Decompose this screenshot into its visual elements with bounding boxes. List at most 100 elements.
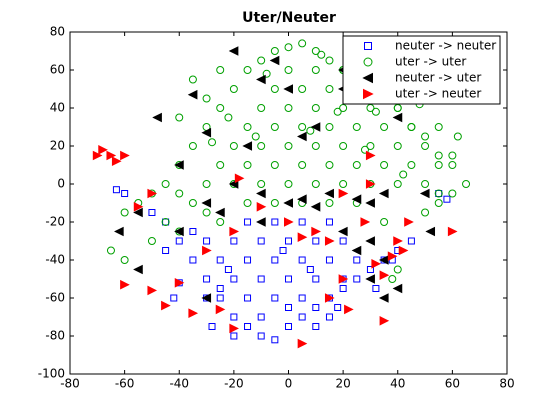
point — [257, 104, 266, 112]
point — [216, 285, 224, 292]
point — [243, 123, 252, 131]
point — [317, 50, 326, 59]
point — [148, 209, 156, 216]
point — [284, 104, 293, 112]
point — [325, 123, 334, 131]
point — [325, 256, 333, 264]
point — [120, 150, 130, 161]
point — [453, 132, 462, 141]
point — [339, 142, 348, 150]
point — [365, 179, 376, 189]
point — [448, 161, 457, 169]
point — [398, 245, 409, 256]
point — [216, 218, 225, 226]
point — [353, 256, 361, 264]
x-tick-label: -80 — [60, 377, 80, 391]
point — [325, 199, 334, 207]
point — [92, 150, 103, 161]
point — [271, 336, 279, 344]
point — [284, 66, 293, 74]
point — [298, 161, 307, 169]
point — [425, 226, 436, 237]
legend-label: uter -> neuter — [395, 87, 481, 101]
point — [365, 236, 375, 246]
point — [257, 237, 265, 245]
point — [324, 188, 334, 199]
point — [257, 275, 265, 283]
point — [298, 85, 307, 93]
point — [174, 226, 184, 237]
series — [114, 46, 436, 303]
point — [324, 293, 335, 303]
x-tick-label: 0 — [285, 377, 293, 391]
point — [388, 275, 397, 283]
point — [188, 308, 199, 319]
point — [366, 266, 374, 273]
point — [147, 237, 156, 245]
point — [215, 304, 226, 315]
point — [262, 69, 271, 78]
point — [228, 46, 239, 56]
point — [284, 142, 293, 150]
point — [112, 186, 120, 194]
point — [380, 123, 389, 131]
point — [229, 323, 239, 334]
point — [224, 266, 232, 273]
point — [284, 217, 294, 227]
x-tick-label: 80 — [499, 377, 514, 391]
point — [201, 127, 212, 138]
point — [311, 104, 320, 112]
point — [404, 217, 414, 227]
y-tick-label: 40 — [50, 101, 65, 115]
point — [448, 189, 457, 198]
point — [443, 195, 451, 203]
point — [270, 161, 279, 169]
point — [311, 180, 320, 188]
point — [338, 188, 349, 199]
point — [325, 85, 334, 93]
point — [270, 85, 279, 93]
point — [311, 226, 321, 237]
point — [372, 285, 380, 292]
point — [297, 194, 307, 205]
point — [363, 88, 374, 100]
point — [230, 237, 238, 245]
point — [256, 188, 266, 199]
point — [147, 285, 158, 296]
point — [393, 180, 402, 188]
point — [387, 251, 398, 262]
y-tick-label: -40 — [45, 253, 65, 267]
point — [114, 226, 124, 237]
point — [189, 256, 197, 264]
point — [312, 237, 320, 245]
chart-title: Uter/Neuter — [242, 10, 336, 26]
point — [251, 132, 260, 141]
point — [270, 123, 279, 131]
point — [393, 142, 402, 150]
y-tick-label: 20 — [50, 139, 65, 153]
point — [366, 142, 375, 150]
point — [362, 72, 373, 84]
point — [147, 188, 158, 199]
point — [216, 104, 225, 112]
point — [310, 201, 321, 212]
x-tick-label: 20 — [335, 377, 350, 391]
point — [175, 237, 183, 245]
point — [202, 94, 211, 103]
point — [393, 265, 402, 274]
point — [162, 247, 170, 254]
point — [284, 180, 293, 188]
point — [244, 218, 252, 226]
legend-label: neuter -> neuter — [395, 39, 496, 53]
point — [311, 142, 320, 150]
y-tick-label: 60 — [50, 63, 65, 77]
point — [279, 247, 287, 254]
point — [203, 275, 211, 283]
point — [285, 304, 292, 311]
point — [365, 198, 375, 208]
point — [353, 275, 361, 283]
point — [161, 180, 170, 188]
point — [371, 258, 382, 269]
point — [312, 323, 320, 330]
